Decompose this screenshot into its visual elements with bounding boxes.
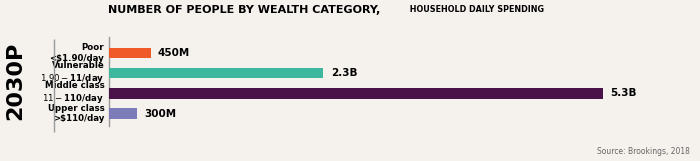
Text: 5.3B: 5.3B xyxy=(610,88,637,98)
Text: HOUSEHOLD DAILY SPENDING: HOUSEHOLD DAILY SPENDING xyxy=(407,5,545,14)
Text: 300M: 300M xyxy=(144,109,176,118)
Bar xyxy=(108,68,323,79)
Bar xyxy=(108,48,150,58)
Text: 450M: 450M xyxy=(158,48,190,58)
Text: 2.3B: 2.3B xyxy=(330,68,357,78)
Bar xyxy=(108,88,603,99)
Bar xyxy=(108,108,136,119)
Text: 2030P: 2030P xyxy=(6,41,25,120)
Text: NUMBER OF PEOPLE BY WEALTH CATEGORY,: NUMBER OF PEOPLE BY WEALTH CATEGORY, xyxy=(108,5,381,15)
Text: Source: Brookings, 2018: Source: Brookings, 2018 xyxy=(596,147,690,156)
